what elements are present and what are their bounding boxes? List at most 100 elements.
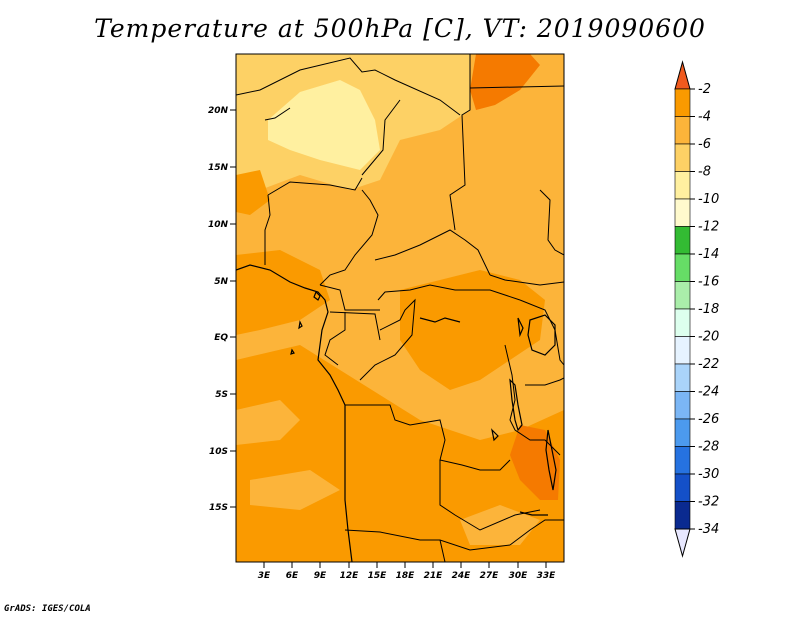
- colorbar-label: -32: [698, 495, 719, 510]
- colorbar-bin: [674, 363, 691, 392]
- border-car-drc: [377, 284, 521, 301]
- colorbar-label: -2: [698, 82, 711, 97]
- lake-tanganyika: [509, 378, 523, 432]
- border-ethiopia: [539, 189, 564, 256]
- colorbar-bin: [674, 418, 691, 447]
- lon-tick-label: 33E: [537, 571, 557, 581]
- longitude-axis: 3E 6E 9E 12E 15E 18E 21E 24E 27E 30E 33E: [258, 562, 556, 581]
- colorbar-bin: [674, 143, 691, 172]
- colorbar-top-arrow: [674, 60, 691, 90]
- border-niger-chad: [361, 99, 401, 176]
- coastline-west-africa: [236, 264, 353, 562]
- colorbar-label: -18: [698, 302, 719, 317]
- field-hot-southeast: [510, 425, 560, 500]
- colorbar-bin: [674, 88, 691, 117]
- temperature-field: [236, 54, 564, 562]
- colorbar-bin: [674, 116, 691, 145]
- coastline-sao-tome: [298, 320, 303, 330]
- border-drc-angola: [345, 404, 511, 471]
- lat-tick-label: 15S: [209, 503, 228, 513]
- coastline-bioko: [313, 290, 321, 301]
- colorbar-bin: [674, 253, 691, 282]
- border-zambia-zimbabwe: [509, 519, 564, 546]
- lon-tick-label: 18E: [396, 571, 416, 581]
- border-namibia-botswana: [439, 539, 446, 562]
- grads-credit: GrADS: IGES/COLA: [4, 604, 91, 614]
- colorbar-label: -8: [698, 165, 711, 180]
- border-libya-sudan: [469, 85, 564, 89]
- lat-tick-label: 10N: [208, 220, 229, 230]
- lake-mweru: [491, 428, 499, 442]
- border-drc-east: [504, 344, 561, 456]
- colorbar-label: -12: [698, 220, 719, 235]
- lake-malawi: [545, 429, 557, 491]
- lakes: [419, 314, 557, 516]
- colorbar-label: -30: [698, 467, 719, 482]
- border-libya-chad: [449, 54, 471, 231]
- border-angola-namibia: [344, 529, 511, 551]
- lon-tick-label: 6E: [286, 571, 299, 581]
- lon-tick-label: 24E: [452, 571, 472, 581]
- map-frame: [235, 53, 565, 563]
- border-algeria-mali: [236, 57, 461, 116]
- coastline: [236, 264, 353, 562]
- colorbar: -2 -4 -6 -8 -10 -12 -14 -16 -18 -20 -22 -24 -26 -28 -3…: [674, 60, 719, 558]
- border-congo: [324, 312, 346, 366]
- border-niger-nigeria: [267, 177, 363, 196]
- colorbar-label: -10: [698, 192, 719, 207]
- colorbar-bin: [674, 473, 691, 502]
- colorbar-label: -26: [698, 412, 719, 427]
- border-congo-drc: [359, 298, 416, 381]
- colorbar-label: -6: [698, 137, 711, 152]
- lake-victoria: [527, 314, 556, 356]
- colorbar-bin: [674, 308, 691, 337]
- lon-tick-label: 21E: [424, 571, 444, 581]
- border-sudan: [489, 274, 564, 286]
- border-angola-zambia: [439, 460, 541, 531]
- colorbar-label: -34: [698, 522, 719, 537]
- colorbar-bin: [674, 336, 691, 365]
- colorbar-bin: [674, 281, 691, 310]
- border-nigeria-cameroon: [319, 284, 380, 311]
- colorbar-label: -4: [698, 110, 711, 125]
- lon-tick-label: 3E: [258, 571, 271, 581]
- colorbar-label: -14: [698, 247, 719, 262]
- lat-tick-label: 5S: [215, 390, 228, 400]
- coastline-annobon: [290, 348, 295, 355]
- colorbar-bottom-arrow: [674, 528, 691, 558]
- lon-tick-label: 27E: [480, 571, 500, 581]
- colorbar-label: -22: [698, 357, 719, 372]
- lake-albert: [517, 317, 524, 338]
- border-lake-chad: [319, 189, 379, 286]
- field-warm-west: [236, 250, 330, 335]
- field-warm-sahel: [236, 170, 270, 215]
- lon-tick-label: 30E: [509, 571, 529, 581]
- field-cool-streak-sw: [236, 400, 300, 445]
- colorbar-bin: [674, 446, 691, 475]
- border-mali-niger: [264, 107, 291, 121]
- lat-tick-label: EQ: [214, 333, 228, 343]
- field-hot-northeast: [470, 54, 540, 110]
- field-coolest-sahara: [268, 80, 380, 170]
- border-tanzania: [525, 377, 564, 386]
- lon-tick-label: 9E: [314, 571, 327, 581]
- map-title: Temperature at 500hPa [C], VT: 201909060…: [94, 14, 706, 43]
- lat-tick-label: 15N: [208, 163, 229, 173]
- latitude-axis: 20N 15N 10N 5N EQ 5S 10S 15S: [208, 106, 236, 513]
- colorbar-bin: [674, 171, 691, 200]
- lake-kariba: [519, 511, 548, 516]
- border-nigeria-benin: [264, 194, 271, 265]
- colorbar-label: -20: [698, 330, 719, 345]
- field-warm-south: [236, 345, 564, 562]
- colorbar-bin: [674, 198, 691, 227]
- border-chad-car: [374, 229, 491, 276]
- colorbar-label: -28: [698, 440, 719, 455]
- lon-tick-label: 15E: [368, 571, 388, 581]
- colorbar-bin: [674, 501, 691, 530]
- lon-tick-label: 12E: [340, 571, 360, 581]
- lat-tick-label: 5N: [214, 277, 228, 287]
- lat-tick-label: 10S: [209, 447, 228, 457]
- colorbar-bin: [674, 391, 691, 420]
- field-cool-streak-se: [460, 505, 540, 545]
